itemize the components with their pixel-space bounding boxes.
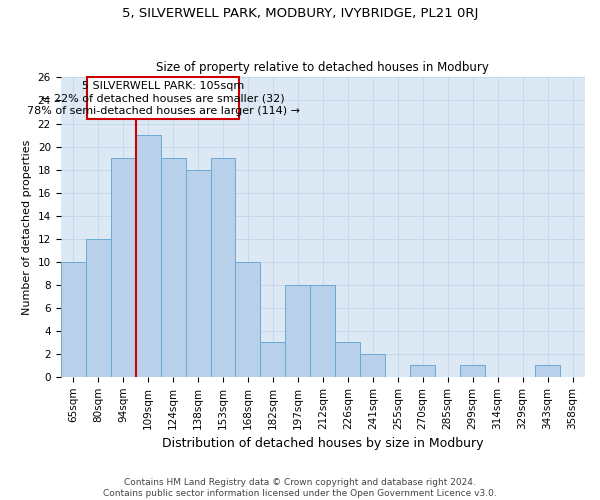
Bar [87, 78, 239, 119]
Bar [161, 158, 185, 377]
Bar [61, 262, 86, 377]
Bar [86, 238, 110, 377]
Bar [535, 366, 560, 377]
Bar [235, 262, 260, 377]
Bar [260, 342, 286, 377]
Text: 5 SILVERWELL PARK: 105sqm: 5 SILVERWELL PARK: 105sqm [82, 80, 244, 90]
Text: 78% of semi-detached houses are larger (114) →: 78% of semi-detached houses are larger (… [26, 106, 299, 116]
Bar [110, 158, 136, 377]
X-axis label: Distribution of detached houses by size in Modbury: Distribution of detached houses by size … [162, 437, 484, 450]
Bar [310, 284, 335, 377]
Bar [460, 366, 485, 377]
Bar [185, 170, 211, 377]
Y-axis label: Number of detached properties: Number of detached properties [22, 140, 32, 315]
Bar [286, 284, 310, 377]
Bar [410, 366, 435, 377]
Bar [361, 354, 385, 377]
Text: Contains HM Land Registry data © Crown copyright and database right 2024.
Contai: Contains HM Land Registry data © Crown c… [103, 478, 497, 498]
Bar [211, 158, 235, 377]
Bar [136, 135, 161, 377]
Title: Size of property relative to detached houses in Modbury: Size of property relative to detached ho… [157, 60, 489, 74]
Bar [335, 342, 361, 377]
Text: 5, SILVERWELL PARK, MODBURY, IVYBRIDGE, PL21 0RJ: 5, SILVERWELL PARK, MODBURY, IVYBRIDGE, … [122, 8, 478, 20]
Text: ← 22% of detached houses are smaller (32): ← 22% of detached houses are smaller (32… [41, 93, 285, 103]
